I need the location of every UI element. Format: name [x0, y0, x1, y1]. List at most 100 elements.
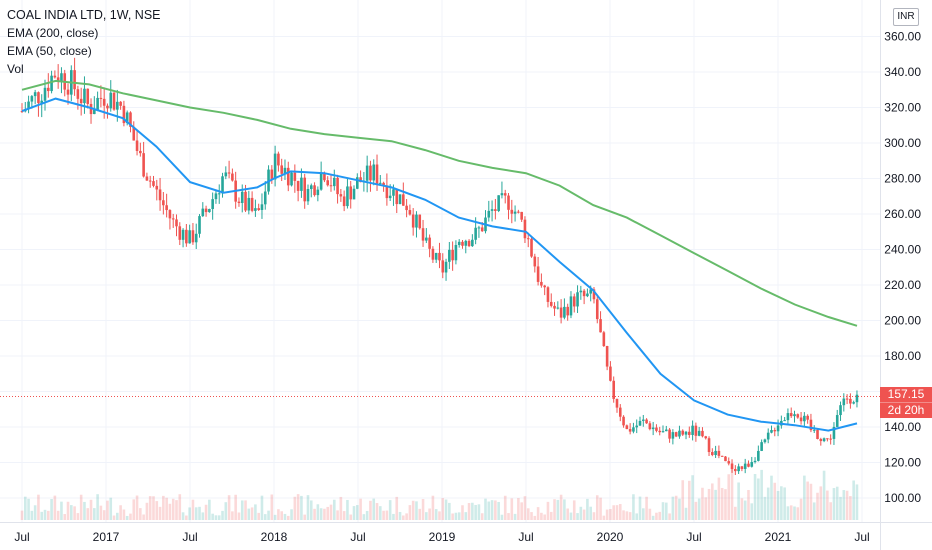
time-tick-label: Jul — [686, 530, 701, 544]
candle-body — [208, 208, 211, 213]
price-tick-label: 220.00 — [884, 278, 921, 292]
volume-bar — [46, 510, 50, 520]
candle-body — [277, 153, 280, 166]
volume-bar — [181, 512, 185, 520]
candle-body — [572, 296, 576, 307]
volume-bar — [651, 515, 655, 520]
volume-bar — [339, 496, 343, 520]
volume-bar — [707, 488, 711, 520]
volume-bar — [559, 494, 563, 520]
volume-bar — [457, 512, 461, 520]
volume-bar — [546, 501, 550, 520]
volume-bar — [188, 507, 191, 520]
volume-bar — [845, 490, 849, 520]
price-tick-label: 280.00 — [884, 172, 921, 186]
volume-bar — [165, 497, 168, 520]
candle-body — [812, 429, 816, 431]
volume-bar — [780, 486, 783, 520]
candle-body — [490, 209, 494, 211]
volume-bar — [234, 494, 237, 520]
candle-body — [211, 199, 214, 209]
candle-body — [116, 101, 119, 110]
candle-body — [605, 346, 609, 367]
symbol-title[interactable]: COAL INDIA LTD, 1W, NSE — [7, 8, 161, 22]
time-tick-label: 2020 — [597, 530, 624, 544]
volume-bar — [395, 496, 399, 520]
volume-bar — [425, 512, 428, 520]
volume-bar — [714, 489, 717, 520]
candle-body — [286, 167, 290, 186]
volume-bar — [231, 511, 234, 520]
legend-ema50[interactable]: EMA (50, close) — [7, 44, 92, 58]
candle-body — [388, 195, 392, 199]
volume-bar — [622, 510, 625, 520]
volume-bar — [441, 498, 445, 520]
volume-bar — [743, 500, 747, 520]
candle-body — [497, 195, 500, 211]
candle-body — [125, 112, 129, 124]
volume-bar — [20, 510, 24, 520]
candle-body — [668, 429, 671, 439]
volume-bar — [56, 510, 60, 520]
candle-body — [747, 463, 750, 467]
volume-bar — [162, 495, 165, 520]
candle-body — [487, 210, 491, 218]
volume-bar — [500, 514, 504, 520]
candle-body — [454, 244, 458, 261]
candle-body — [165, 205, 168, 211]
volume-bar — [694, 501, 698, 520]
volume-bar — [763, 496, 767, 520]
candle-body — [76, 89, 80, 99]
chart-legend: COAL INDIA LTD, 1W, NSE EMA (200, close)… — [7, 6, 161, 78]
time-tick-label: Jul — [350, 530, 365, 544]
legend-vol[interactable]: Vol — [7, 62, 24, 76]
candle-body — [257, 208, 260, 210]
volume-bar — [382, 510, 385, 520]
candles — [20, 57, 859, 476]
volume-bar — [595, 495, 599, 520]
candle-body — [599, 319, 602, 333]
volume-bar — [37, 494, 40, 520]
candle-body — [618, 407, 622, 417]
legend-ema200[interactable]: EMA (200, close) — [7, 26, 99, 40]
candle-body — [786, 413, 790, 421]
volume-bar — [678, 498, 681, 520]
candle-body — [852, 402, 855, 404]
candle-body — [263, 191, 267, 205]
volume-bar — [293, 496, 297, 520]
volume-bar — [661, 502, 665, 520]
candle-body — [845, 398, 849, 400]
volume-bar — [66, 501, 70, 520]
candle-body — [661, 431, 665, 433]
candle-body — [60, 73, 63, 82]
volume-bar — [849, 496, 852, 520]
volume-bar — [697, 498, 701, 520]
candle-body — [139, 150, 142, 154]
volume-bar — [402, 515, 405, 520]
candle-body — [704, 436, 708, 439]
candle-body — [369, 165, 372, 181]
volume-bar — [829, 502, 832, 520]
candle-body — [766, 432, 770, 440]
volume-bar — [267, 510, 270, 520]
currency-badge[interactable]: INR — [893, 8, 919, 26]
volume-bar — [816, 492, 819, 520]
last-price-tag: 157.15 2d 20h — [880, 387, 932, 419]
candle-body — [204, 208, 208, 213]
volume-bar — [487, 501, 491, 520]
ema50-line — [21, 97, 858, 432]
candle-body — [835, 415, 839, 427]
candle-body — [684, 431, 688, 435]
volume-bar — [240, 500, 244, 520]
candle-body — [803, 415, 806, 422]
candle-body — [112, 92, 116, 110]
candle-body — [280, 165, 283, 174]
volume-bar — [822, 470, 826, 520]
candle-body — [776, 425, 780, 432]
volume-bar — [615, 505, 619, 520]
candle-body — [609, 366, 612, 381]
volume-bar — [540, 512, 543, 520]
volume-bar — [684, 507, 688, 520]
volume-bar — [750, 503, 754, 520]
